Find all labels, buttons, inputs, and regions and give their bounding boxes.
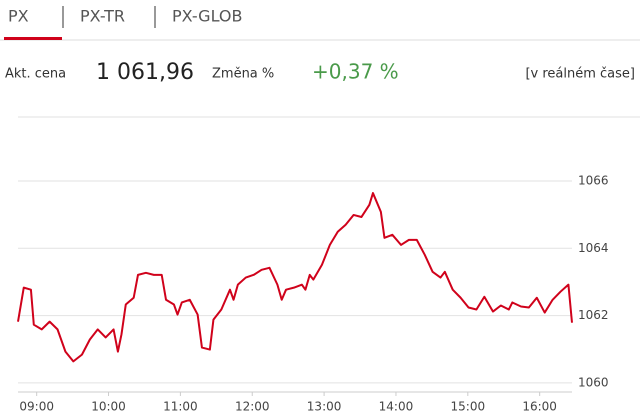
chart: 1060 1062 1064 1066 09:00 10:00 11:00 12:00 13:0… [17, 173, 609, 414]
x-tick-label: 13:00 [307, 400, 342, 414]
tab[interactable]: PX-TR [80, 7, 125, 26]
active-tab-indicator [4, 37, 62, 40]
y-tick-label: 1062 [578, 308, 609, 322]
x-tick-label: 12:00 [235, 400, 270, 414]
y-tick-label: 1064 [578, 241, 609, 255]
y-tick-label: 1066 [578, 173, 609, 187]
tab[interactable]: PX-GLOB [172, 7, 242, 26]
realtime-note: [v reálném čase] [525, 67, 635, 82]
price-line [17, 192, 573, 363]
price: 1 061,96 [96, 60, 194, 85]
x-tick-label: 15:00 [451, 400, 486, 414]
change: +0,37 % [312, 60, 399, 84]
x-tick-label: 09:00 [19, 400, 54, 414]
tab[interactable]: PX [8, 7, 29, 26]
change-label: Změna % [212, 67, 274, 82]
x-tick-label: 16:00 [522, 400, 557, 414]
x-tick-label: 11:00 [163, 400, 198, 414]
y-tick-label: 1060 [578, 375, 609, 389]
x-tick-label: 14:00 [379, 400, 414, 414]
price-label: Akt. cena [5, 67, 66, 82]
x-tick-label: 10:00 [91, 400, 126, 414]
